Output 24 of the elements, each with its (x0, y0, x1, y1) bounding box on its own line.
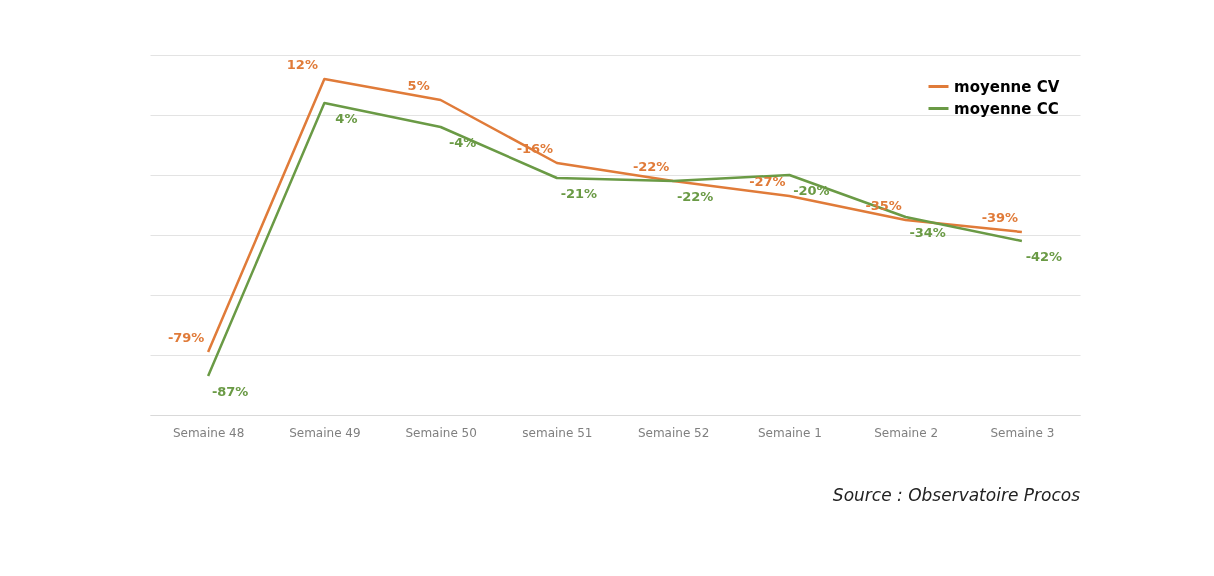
data-label: -87% (211, 384, 249, 399)
data-label: -22% (632, 159, 670, 174)
data-label: -42% (1025, 249, 1063, 264)
data-label: 12% (286, 57, 318, 72)
x-tick-label: Semaine 50 (405, 425, 477, 440)
data-label: -27% (749, 174, 786, 189)
x-tick-label: Semaine 49 (289, 425, 361, 440)
source-note: Source : Observatoire Procos (832, 485, 1081, 505)
data-label: -39% (981, 210, 1019, 225)
x-tick-label: Semaine 2 (874, 425, 939, 440)
data-label: -34% (909, 225, 946, 240)
data-label: -22% (676, 189, 714, 204)
x-tick-label: Semaine 1 (757, 425, 822, 440)
x-tick-label: Semaine 48 (172, 425, 245, 440)
legend-label: moyenne CV (954, 77, 1060, 96)
x-tick-label: semaine 51 (522, 425, 593, 440)
data-label: -21% (560, 186, 598, 201)
x-tick-label: Semaine 52 (637, 425, 710, 440)
data-label: 4% (335, 111, 358, 126)
data-label: 5% (407, 78, 430, 93)
x-tick-label: Semaine 3 (990, 425, 1055, 440)
legend-label: moyenne CC (954, 99, 1059, 118)
data-label: -20% (793, 183, 830, 198)
data-label: -79% (167, 330, 205, 345)
